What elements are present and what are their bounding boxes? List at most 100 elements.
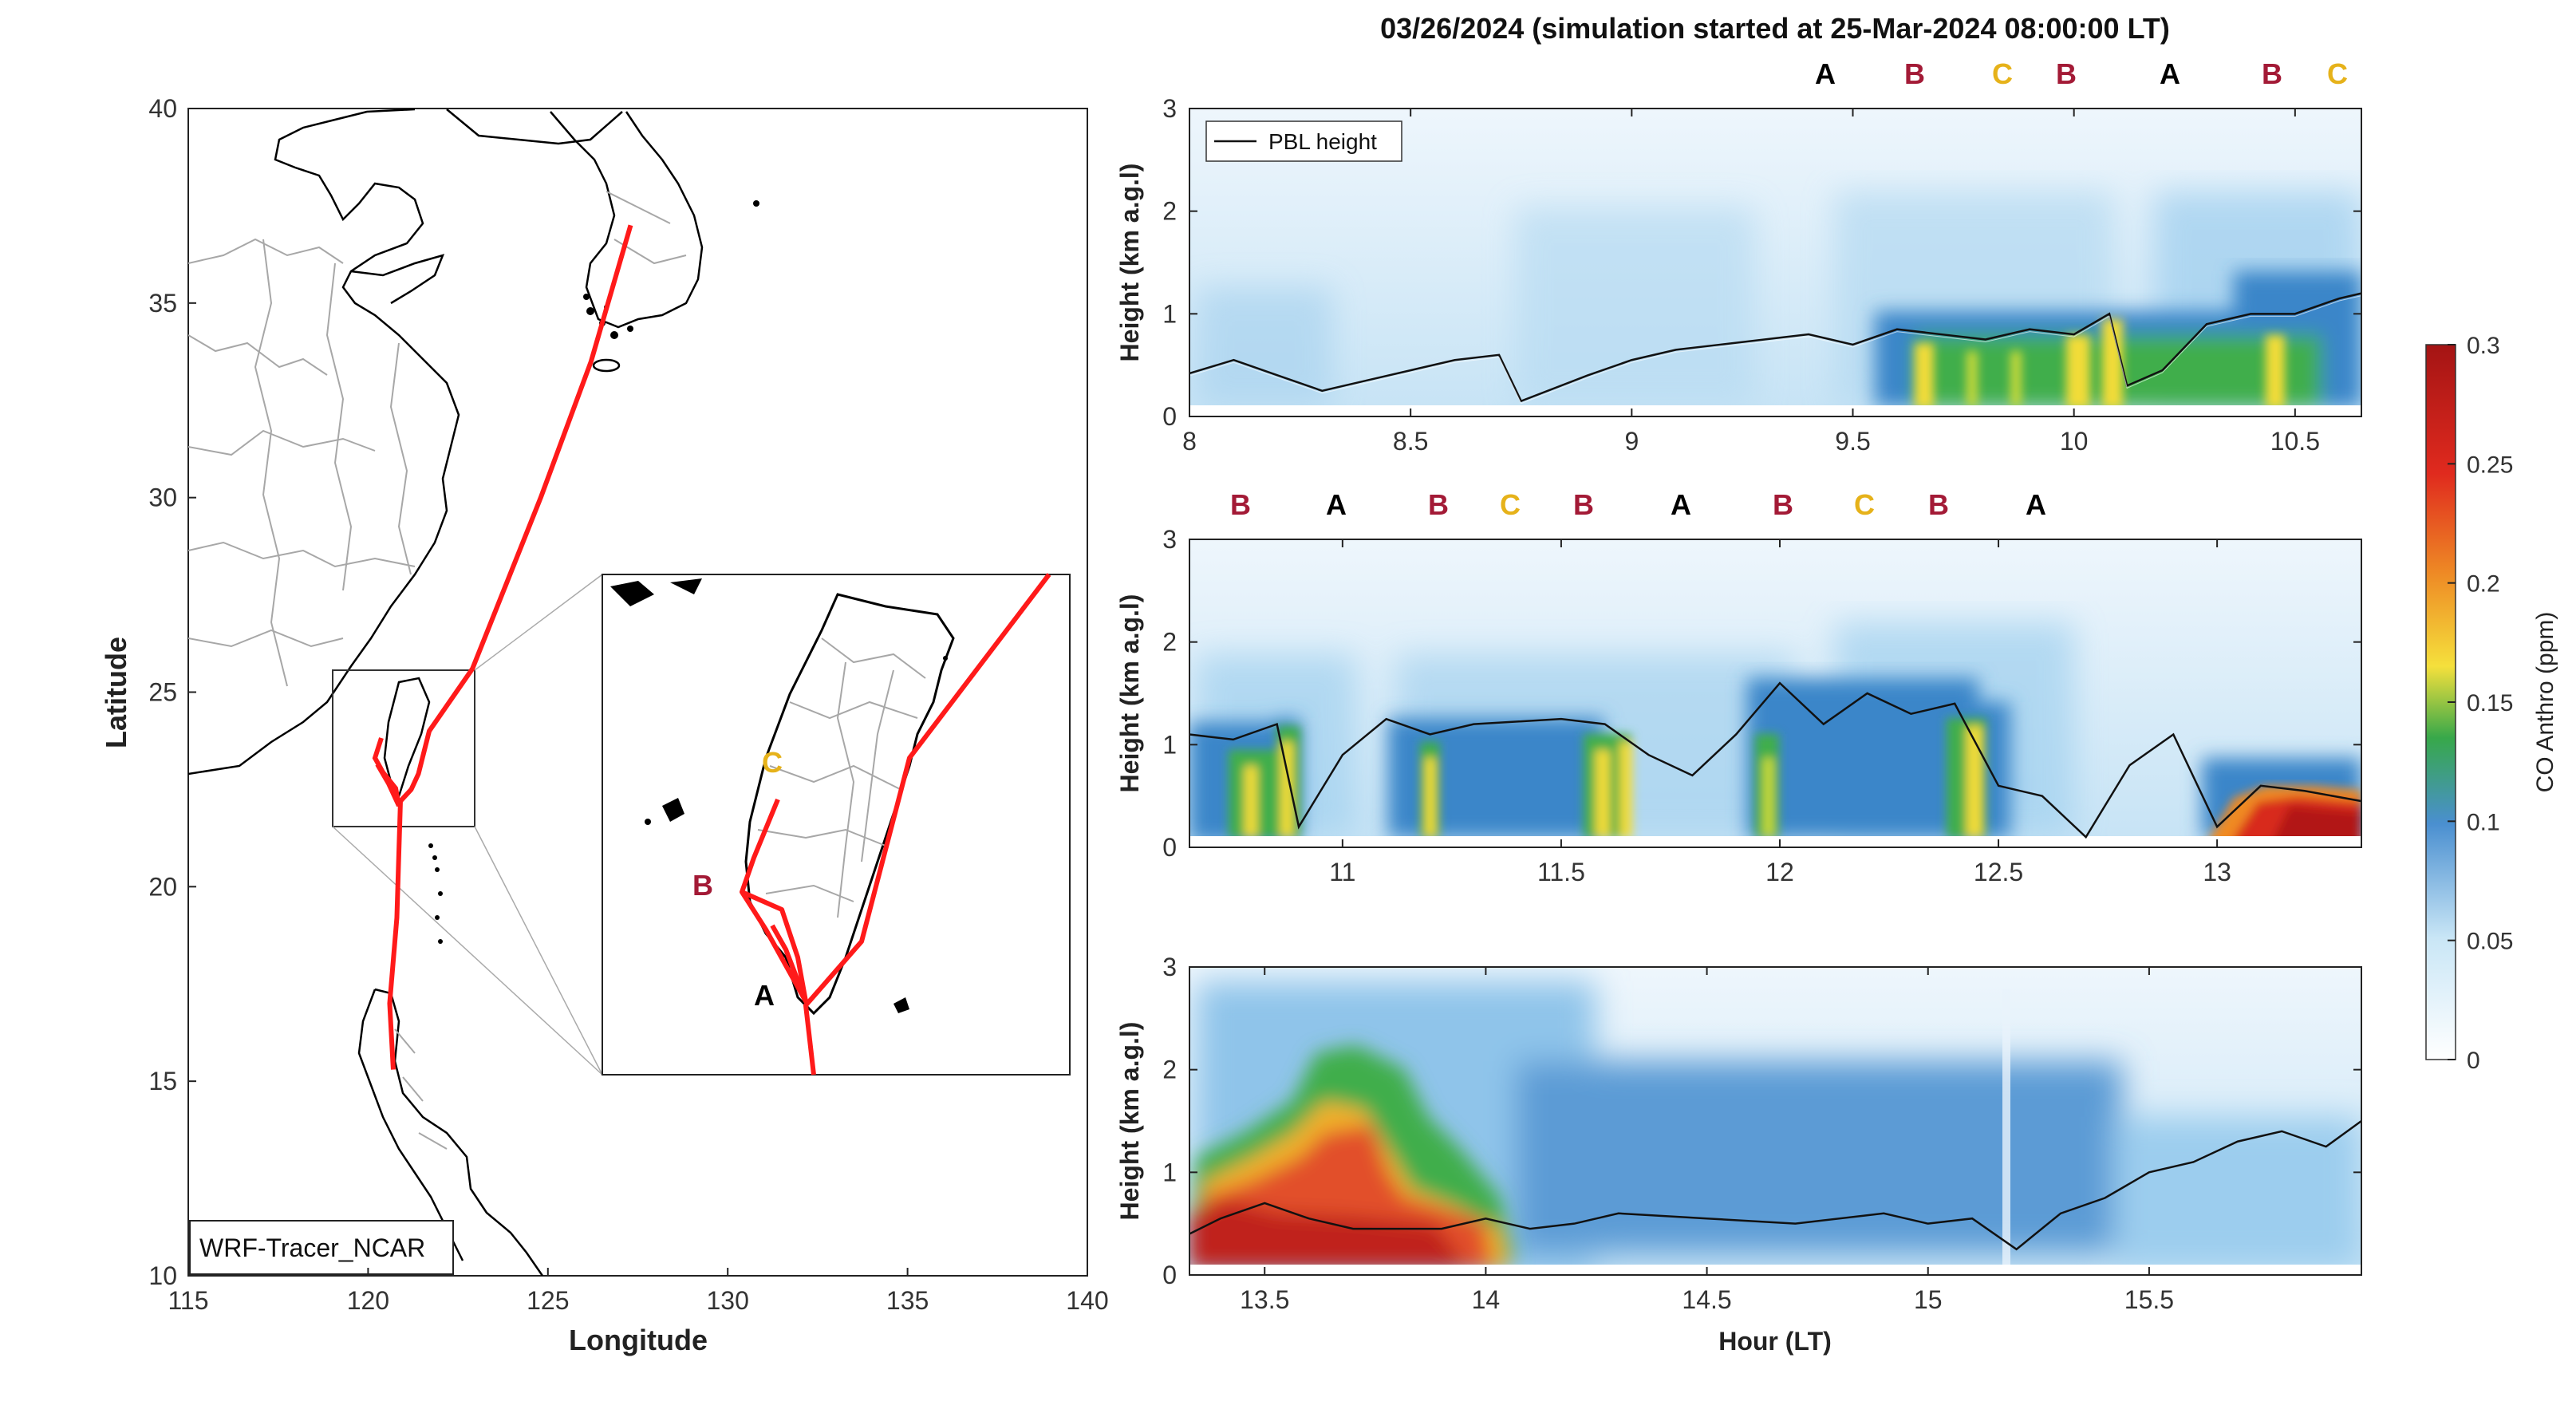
pbl-line-1: [1189, 292, 2362, 403]
pbl-line-1-halo: [1189, 295, 2362, 405]
panel-xtick-label: 9: [1624, 427, 1639, 456]
site-label: B: [2056, 57, 2077, 90]
panel-xtick-label: 14: [1472, 1285, 1501, 1314]
coastline-korea: [550, 111, 704, 329]
site-label: A: [2160, 57, 2180, 90]
panel-ytick-label: 0: [1162, 1261, 1177, 1289]
panel-xtick-label: 11.5: [1537, 858, 1585, 886]
colorbar-tick-label: 0.15: [2467, 690, 2513, 716]
site-label: C: [1500, 488, 1521, 521]
site-label: A: [1815, 57, 1836, 90]
coastline-taiwan-main: [383, 677, 431, 799]
inset-track-branch: [740, 798, 808, 1004]
map-panel: C B A WRF-Tracer_NCAR 115 120 125 130 135 140…: [100, 94, 1109, 1356]
panel-xtick-label: 8.5: [1393, 427, 1428, 456]
colorbar-tick-label: 0.05: [2467, 929, 2513, 955]
panel-xtick-label: 13: [2203, 858, 2231, 886]
inset-site-c: C: [762, 746, 783, 779]
colorbar-ticks: 0.3 0.25 0.2 0.15 0.1 0.05 0: [2448, 333, 2513, 1074]
panel-ytick-label: 1: [1162, 730, 1177, 759]
map-xlabel: Longitude: [569, 1324, 708, 1356]
inset-site-a: A: [754, 979, 775, 1012]
map-xtick-label: 135: [886, 1286, 929, 1315]
map-ytick-label: 10: [148, 1261, 177, 1290]
panel-xtick-label: 8: [1182, 427, 1197, 456]
inset-site-b: B: [692, 869, 713, 902]
panel-xtick-label: 13.5: [1240, 1285, 1289, 1314]
panel-2-ylabel: Height (km a.g.l): [1115, 594, 1144, 793]
province-borders: [188, 191, 687, 1150]
model-label: WRF-Tracer_NCAR: [199, 1233, 425, 1262]
panel-1-ylabel: Height (km a.g.l): [1115, 164, 1144, 362]
panel-1-frame: [1189, 108, 2362, 417]
panel-ytick-label: 1: [1162, 1158, 1177, 1186]
colorbar-tick-label: 0: [2467, 1048, 2480, 1074]
site-label: A: [2026, 488, 2046, 521]
coastline-china: [188, 109, 460, 776]
panel-ytick-label: 2: [1162, 197, 1177, 226]
panel-2: 11 11.5 12 12.5 13 3 2 1 0 B A B C B A B C B A Height (k…: [1115, 488, 2362, 886]
site-label: B: [1773, 488, 1793, 521]
colorbar-tick-label: 0.2: [2467, 571, 2500, 598]
panel-1-yticks: 3 2 1 0: [1162, 94, 2361, 431]
panel-ytick-label: 3: [1162, 94, 1177, 123]
panel-xtick-label: 14.5: [1682, 1285, 1731, 1314]
panel-3-ylabel: Height (km a.g.l): [1115, 1022, 1144, 1221]
panel-ytick-label: 0: [1162, 402, 1177, 431]
pbl-line-3: [1189, 1119, 2362, 1251]
site-label: C: [1854, 488, 1875, 521]
site-label: B: [1428, 488, 1449, 521]
panel-ytick-label: 0: [1162, 833, 1177, 862]
site-label: B: [2262, 57, 2282, 90]
inset-map: C B A: [602, 573, 1071, 1076]
model-label-box: [189, 1220, 454, 1275]
site-label: B: [1904, 57, 1925, 90]
panel-xtick-label: 10: [2060, 427, 2089, 456]
inset-track: [803, 573, 1051, 1076]
inset-taiwan-outline: [744, 593, 955, 1016]
panel-ytick-label: 3: [1162, 525, 1177, 554]
colorbar-tick-label: 0.1: [2467, 809, 2500, 835]
panel-2-xticks: 11 11.5 12 12.5 13: [1329, 539, 2231, 886]
site-label: B: [1573, 488, 1594, 521]
panel-xtick-label: 10.5: [2270, 427, 2320, 456]
panel-3-frame: [1189, 966, 2362, 1276]
panel-3-xticks: 13.5 14 14.5 15 15.5: [1240, 967, 2174, 1314]
panel-ytick-label: 3: [1162, 953, 1177, 981]
pbl-line-2: [1189, 681, 2362, 839]
panel-ytick-label: 2: [1162, 1056, 1177, 1084]
site-label: B: [1928, 488, 1949, 521]
figure-title: 03/26/2024 (simulation started at 25-Mar…: [1380, 12, 2170, 45]
map-ytick-label: 30: [148, 483, 177, 512]
map-ytick-label: 20: [148, 872, 177, 901]
colorbar-tick-label: 0.25: [2467, 452, 2513, 478]
map-ytick-label: 35: [148, 289, 177, 318]
map-ytick-label: 15: [148, 1067, 177, 1095]
map-xtick-label: 130: [707, 1286, 749, 1315]
panel-ytick-label: 1: [1162, 299, 1177, 328]
colorbar-tick-label: 0.3: [2467, 333, 2500, 359]
colorbar-label: CO Anthro (ppm): [2532, 612, 2558, 793]
legend-label: PBL height: [1268, 129, 1377, 154]
panel-xtick-label: 15.5: [2124, 1285, 2174, 1314]
panel-3-yticks: 3 2 1 0: [1162, 953, 2361, 1289]
map-xtick-label: 120: [347, 1286, 389, 1315]
site-label: B: [1230, 488, 1251, 521]
panel-xtick-label: 11: [1329, 858, 1355, 886]
map-xticks: 115 120 125 130 135 140: [168, 1268, 1109, 1315]
panel-3-xlabel: Hour (LT): [1718, 1327, 1832, 1356]
panel-1-xticks: 8 8.5 9 9.5 10 10.5: [1182, 109, 2320, 456]
panel-xtick-label: 12: [1765, 858, 1794, 886]
map-track: [387, 224, 633, 1070]
site-label: A: [1326, 488, 1347, 521]
panel-2-frame: [1189, 539, 2362, 848]
colorbar: 0.3 0.25 0.2 0.15 0.1 0.05 0 CO Anthro (ppm): [2425, 333, 2558, 1074]
coastline-philippines: [357, 988, 544, 1276]
map-basemap: [188, 109, 759, 1276]
map-xtick-label: 115: [168, 1286, 208, 1315]
panel-2-yticks: 3 2 1 0: [1162, 525, 2361, 862]
